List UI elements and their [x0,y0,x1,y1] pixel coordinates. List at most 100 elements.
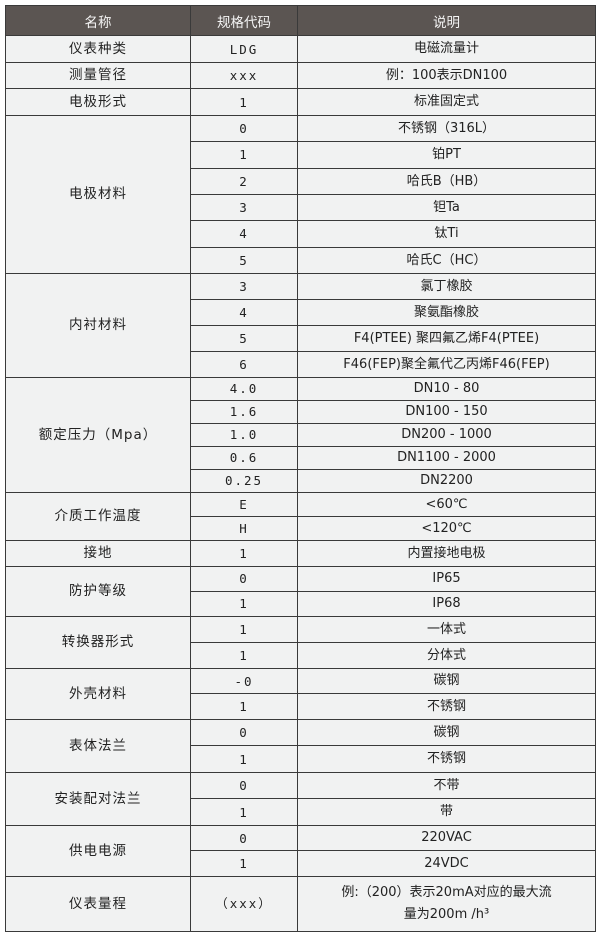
table-row: 5 哈氏C（HC） [6,246,596,274]
spec-code-cell: 0 [190,771,298,800]
table-row: 5 F4(PTEE) 聚四氟乙烯F4(PTEE) [6,324,596,352]
spec-desc-cell: <60℃ [297,491,596,517]
spec-code-cell: 0 [190,565,298,592]
header-code: 规格代码 [190,5,298,36]
spec-code-cell: H [190,515,298,541]
spec-desc-cell: 铂PT [297,141,596,169]
spec-code-cell: 6 [190,350,298,378]
table-row: 0.6 DN1100 - 2000 [6,445,596,470]
spec-name-cell: 转换器形式 [5,615,191,669]
spec-code-cell: 1 [190,88,298,116]
spec-code-cell: 2 [190,167,298,195]
spec-name-cell: 仪表量程 [5,875,191,932]
spec-desc-cell: <120℃ [297,515,596,541]
table-row: 1 分体式 [6,641,596,669]
spec-desc-cell: DN2200 [297,468,596,493]
table-row: 3 钽Ta [6,193,596,222]
spec-desc-cell: 电磁流量计 [297,35,596,63]
spec-name-cell: 介质工作温度 [5,491,191,541]
table-row: 仪表量程 （xxx） 例:（200）表示20mA对应的最大流量为200m /h³ [5,875,596,932]
table-row: 4 钛Ti [6,220,596,248]
header-desc: 说明 [297,5,596,36]
spec-desc-cell: 不锈钢 [297,745,596,773]
spec-desc-cell: 内置接地电极 [297,539,596,567]
table-row: 电极材料 0 不锈钢（316L） [5,114,596,274]
spec-desc-cell: F46(FEP)聚全氟代乙丙烯F46(FEP) [297,350,596,378]
table-row: 0.25 DN2200 [6,468,596,493]
spec-code-cell: 0 [190,824,298,852]
spec-table: 名称 规格代码 说明 仪表种类 LDG 电磁流量计 测量管径 xxx 例：100表示DN1… [5,5,596,932]
spec-desc-cell: 钛Ti [297,220,596,248]
spec-code-cell: 1.0 [190,422,298,447]
spec-code-cell: 1 [190,141,298,169]
spec-desc-cell: 带 [297,798,596,826]
spec-code-cell: 0.25 [190,468,298,493]
table-row: 电极形式 1 标准固定式 [5,88,596,116]
spec-code-cell: 5 [190,324,298,352]
table-row: 内衬材料 3 氯丁橡胶 [5,272,596,378]
table-row: 介质工作温度 E <60℃ [5,491,596,541]
spec-desc-cell: 氯丁橡胶 [297,272,596,300]
spec-code-cell: 3 [190,193,298,222]
spec-code-cell: 4 [190,220,298,248]
table-row: 仪表种类 LDG 电磁流量计 [5,35,596,63]
table-row: 测量管径 xxx 例：100表示DN100 [5,62,596,89]
spec-desc-cell: 标准固定式 [297,88,596,116]
spec-code-cell: E [190,491,298,517]
spec-name-cell: 外壳材料 [5,667,191,720]
spec-code-cell: 1 [190,850,298,877]
table-row: 4 聚氨酯橡胶 [6,298,596,326]
spec-code-cell: 0 [190,114,298,143]
spec-name-cell: 电极材料 [5,115,191,274]
spec-code-cell: -0 [190,667,298,695]
spec-name-cell: 电极形式 [5,88,191,116]
spec-code-cell: （xxx） [190,875,298,932]
spec-desc-cell: IP68 [297,590,596,617]
table-row: 2 哈氏B（HB） [6,167,596,195]
spec-code-cell: 1.6 [190,399,298,424]
table-row: 安装配对法兰 0 不带 [5,771,596,826]
spec-desc-cell: 碳钢 [297,667,596,695]
spec-code-cell: 3 [190,272,298,300]
spec-name-cell: 仪表种类 [5,35,191,63]
spec-desc-cell: 碳钢 [297,718,596,747]
spec-desc-cell: 聚氨酯橡胶 [297,298,596,326]
spec-code-cell: 1 [190,798,298,826]
spec-code-cell: LDG [190,35,298,63]
table-row: 接地 1 内置接地电极 [5,539,596,567]
spec-desc-cell: IP65 [297,565,596,592]
spec-name-cell: 安装配对法兰 [5,771,191,826]
table-row: 1.0 DN200 - 1000 [6,422,596,447]
table-row: 1 IP68 [6,590,596,617]
table-row: 防护等级 0 IP65 [5,565,596,617]
spec-code-cell: 0.6 [190,445,298,470]
table-row: 表体法兰 0 碳钢 [5,718,596,773]
spec-desc-cell: 不带 [297,771,596,800]
table-row: 1 不锈钢 [6,745,596,773]
spec-code-cell: xxx [190,62,298,89]
spec-desc-cell: 钽Ta [297,193,596,222]
spec-desc-cell: 不锈钢（316L） [297,114,596,143]
table-row: 6 F46(FEP)聚全氟代乙丙烯F46(FEP) [6,350,596,378]
spec-desc-cell: 24VDC [297,850,596,877]
table-row: 转换器形式 1 一体式 [5,615,596,669]
spec-code-cell: 1 [190,641,298,669]
spec-name-cell: 测量管径 [5,62,191,89]
table-row: 供电电源 0 220VAC [5,824,596,877]
spec-code-cell: 1 [190,745,298,773]
spec-code-cell: 1 [190,539,298,567]
spec-desc-cell: DN200 - 1000 [297,422,596,447]
spec-desc-cell: 分体式 [297,641,596,669]
spec-desc-cell: 例:（200）表示20mA对应的最大流量为200m /h³ [297,875,596,932]
spec-name-cell: 表体法兰 [5,718,191,773]
table-header-row: 名称 规格代码 说明 [5,5,596,36]
spec-code-cell: 5 [190,246,298,274]
table-row: 外壳材料 -0 碳钢 [5,667,596,720]
spec-desc-cell: DN100 - 150 [297,399,596,424]
spec-desc-cell: 一体式 [297,615,596,643]
spec-name-cell: 内衬材料 [5,272,191,378]
spec-desc-cell: 220VAC [297,824,596,852]
spec-code-cell: 1 [190,693,298,720]
spec-desc-cell: DN10 - 80 [297,376,596,401]
